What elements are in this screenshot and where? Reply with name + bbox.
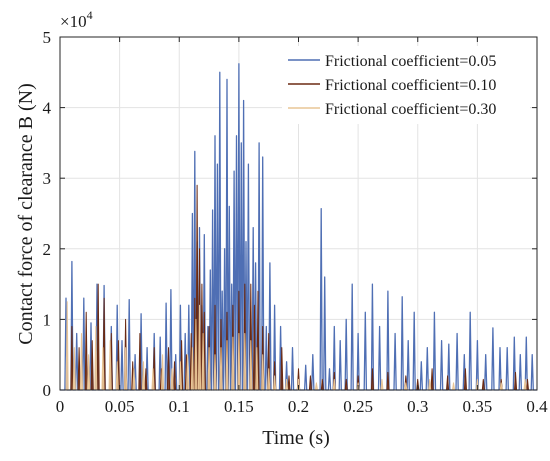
y-tick-label: 5	[43, 28, 52, 47]
x-tick-label: 0.35	[463, 397, 493, 416]
x-axis-title: Time (s)	[262, 427, 330, 449]
legend-label-0.05: Frictional coefficient=0.05	[325, 53, 496, 70]
y-tick-label: 3	[43, 169, 52, 188]
legend-label-0.10: Frictional coefficient=0.10	[325, 77, 496, 94]
x-tick-label: 0.25	[343, 397, 373, 416]
y-axis-title: Contact force of clearance B (N)	[15, 83, 37, 345]
x-tick-label: 0.3	[407, 397, 428, 416]
y-tick-label: 0	[43, 381, 52, 400]
y-tick-label: 2	[43, 240, 52, 259]
legend-label-0.30: Frictional coefficient=0.30	[325, 101, 496, 118]
x-tick-label: 0.05	[105, 397, 135, 416]
x-tick-label: 0.1	[169, 397, 190, 416]
legend-box	[282, 46, 530, 124]
x-tick-label: 0.4	[526, 397, 548, 416]
x-tick-label: 0.15	[224, 397, 254, 416]
x-tick-label: 0.2	[288, 397, 309, 416]
axis-ticks: 0 0.05 0.1 0.15 0.2 0.25 0.3 0.35 0.4 0 1 2 3 4 5	[43, 28, 549, 416]
y-multiplier: ×104	[60, 8, 93, 31]
legend: Frictional coefficient=0.05 Frictional c…	[282, 46, 530, 124]
y-tick-label: 4	[43, 99, 52, 118]
y-tick-label: 1	[43, 310, 52, 329]
x-tick-label: 0	[56, 397, 65, 416]
